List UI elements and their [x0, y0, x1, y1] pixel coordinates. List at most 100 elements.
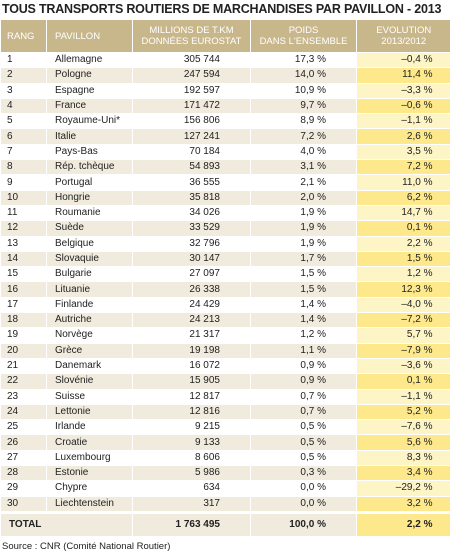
table-cell: 1 — [0, 51, 47, 68]
table-cell: 17 — [0, 296, 47, 313]
table-cell: Slovénie — [46, 373, 133, 390]
table-cell: 3 — [0, 82, 47, 99]
table-cell: 3,5 % — [356, 143, 450, 160]
total-cell: 100,0 % — [250, 510, 357, 536]
table-row: 18 Autriche 24 213 1,4 % –7,2 % — [0, 312, 450, 328]
table-cell: Bulgarie — [46, 266, 133, 282]
table-cell: Liechtenstein — [46, 495, 133, 513]
table-cell: 54 893 — [132, 159, 251, 175]
table-row: 7 Pays-Bas 70 184 4,0 % 3,5 % — [0, 143, 450, 160]
table-cell: Portugal — [46, 174, 133, 191]
table-cell: 21 317 — [132, 327, 251, 344]
table-cell: 9 215 — [132, 419, 251, 435]
table-cell: 20 — [0, 342, 47, 359]
table-cell: 5,7 % — [356, 327, 450, 344]
table-row: 25 Irlande 9 215 0,5 % –7,6 % — [0, 419, 450, 435]
header-line: 2013/2012 — [381, 36, 427, 47]
table-row: 16 Lituanie 26 338 1,5 % 12,3 % — [0, 281, 450, 298]
table-cell: 16 — [0, 281, 47, 298]
table-cell: 32 796 — [132, 235, 251, 252]
table-cell: 70 184 — [132, 143, 251, 160]
table-row: 2 Pologne 247 594 14,0 % 11,4 % — [0, 67, 450, 84]
table-cell: 9 — [0, 174, 47, 191]
table-cell: –1,1 % — [356, 113, 450, 129]
table-cell: 1,1 % — [250, 342, 357, 359]
column-header: MILLIONS DE T.KM DONNÉES EUROSTAT — [132, 20, 251, 53]
table-cell: 12 — [0, 220, 47, 237]
table-cell: 0,5 % — [250, 434, 357, 451]
table-cell: 1,7 % — [250, 250, 357, 267]
table-cell: 4,0 % — [250, 143, 357, 160]
table-cell: 15 — [0, 266, 47, 282]
table-cell: 24 429 — [132, 296, 251, 313]
table-row: 10 Hongrie 35 818 2,0 % 6,2 % — [0, 189, 450, 206]
table-cell: Roumanie — [46, 204, 133, 221]
table-cell: –0,6 % — [356, 97, 450, 114]
table-cell: 1,5 % — [356, 250, 450, 267]
table-cell: 36 555 — [132, 174, 251, 191]
column-header: PAVILLON — [46, 20, 133, 53]
table-cell: 24 213 — [132, 312, 251, 328]
table-cell: 14,0 % — [250, 67, 357, 84]
table-row: 11 Roumanie 34 026 1,9 % 14,7 % — [0, 204, 450, 221]
table-cell: Luxembourg — [46, 449, 133, 466]
header-row: RANG PAVILLON MILLIONS DE T.KM DONNÉES EURO… — [0, 20, 450, 53]
table-cell: Irlande — [46, 419, 133, 435]
table-row: 17 Finlande 24 429 1,4 % –4,0 % — [0, 296, 450, 313]
header-line: DONNÉES EUROSTAT — [141, 36, 242, 47]
table-cell: 13 — [0, 235, 47, 252]
table-cell: 34 026 — [132, 204, 251, 221]
table-row: 4 France 171 472 9,7 % –0,6 % — [0, 97, 450, 114]
table-cell: –0,4 % — [356, 51, 450, 68]
header-line: RANG — [7, 30, 35, 42]
total-cell: 2,2 % — [356, 510, 450, 536]
table-cell: 30 147 — [132, 250, 251, 267]
table-cell: 33 529 — [132, 220, 251, 237]
table-cell: 5 986 — [132, 465, 251, 481]
table-cell: 127 241 — [132, 128, 251, 145]
table-cell: Rép. tchèque — [46, 159, 133, 175]
table-cell: 11,0 % — [356, 174, 450, 191]
table-cell: –3,3 % — [356, 82, 450, 99]
table-row: 15 Bulgarie 27 097 1,5 % 1,2 % — [0, 266, 450, 282]
table-cell: 10,9 % — [250, 82, 357, 99]
table-cell: Slovaquie — [46, 250, 133, 267]
table-cell: 8,9 % — [250, 113, 357, 129]
total-row: TOTAL 1 763 495 100,0 % 2,2 % — [0, 510, 450, 536]
table-cell: 35 818 — [132, 189, 251, 206]
table-row: 24 Lettonie 12 816 0,7 % 5,2 % — [0, 403, 450, 420]
table-cell: 317 — [132, 495, 251, 513]
table-cell: Allemagne — [46, 51, 133, 68]
table-cell: 19 198 — [132, 342, 251, 359]
table-cell: 156 806 — [132, 113, 251, 129]
table-cell: 8 606 — [132, 449, 251, 466]
table-cell: Chypre — [46, 480, 133, 497]
table-cell: 27 — [0, 449, 47, 466]
header-line: PAVILLON — [55, 30, 101, 42]
table-cell: 26 — [0, 434, 47, 451]
table-row: 29 Chypre 634 0,0 % –29,2 % — [0, 480, 450, 497]
table-cell: 10 — [0, 189, 47, 206]
table-cell: 2,2 % — [356, 235, 450, 252]
table-cell: Lettonie — [46, 403, 133, 420]
table-cell: Suisse — [46, 388, 133, 405]
table-cell: 0,5 % — [250, 419, 357, 435]
table-cell: 4 — [0, 97, 47, 114]
table-cell: Royaume-Uni* — [46, 113, 133, 129]
table-cell: 14 — [0, 250, 47, 267]
table-cell: Pays-Bas — [46, 143, 133, 160]
table-cell: Autriche — [46, 312, 133, 328]
table-cell: 3,1 % — [250, 159, 357, 175]
table-row: 12 Suède 33 529 1,9 % 0,1 % — [0, 220, 450, 237]
column-header: POIDS DANS L'ENSEMBLE — [250, 20, 357, 53]
total-cell: TOTAL — [0, 510, 133, 536]
table-cell: 3,4 % — [356, 465, 450, 481]
table-cell: Pologne — [46, 67, 133, 84]
table-cell: 11 — [0, 204, 47, 221]
table-cell: 1,5 % — [250, 266, 357, 282]
title: TOUS TRANSPORTS ROUTIERS DE MARCHANDISES… — [2, 2, 442, 16]
table-body: 1 Allemagne 305 744 17,3 % –0,4 % 2 Pologne 247… — [0, 51, 450, 536]
table-cell: 22 — [0, 373, 47, 390]
table-cell: 1,2 % — [250, 327, 357, 344]
table-cell: –1,1 % — [356, 388, 450, 405]
